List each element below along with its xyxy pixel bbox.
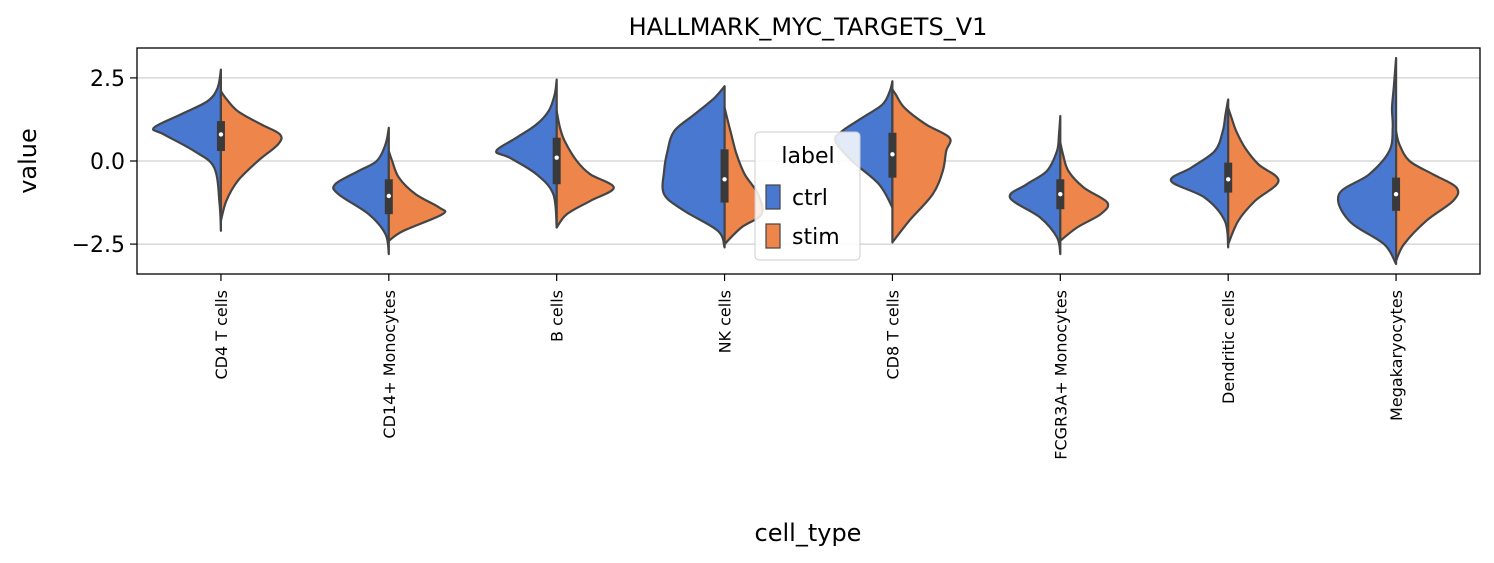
y-tick-label: 0.0 bbox=[90, 150, 125, 175]
x-tick-label: FCGR3A+ Monocytes bbox=[1051, 290, 1070, 460]
violin-group bbox=[1008, 115, 1110, 256]
x-axis: CD4 T cells CD14+ Monocytes B cells NK cell… bbox=[212, 274, 1406, 460]
violin-half-stim bbox=[219, 90, 283, 222]
violin-half-stim bbox=[387, 149, 447, 242]
legend-title: label bbox=[781, 144, 834, 169]
violin-median bbox=[218, 132, 224, 137]
x-tick-label: NK cells bbox=[716, 290, 735, 353]
violin-half-ctrl bbox=[833, 80, 894, 209]
legend-box bbox=[754, 131, 861, 261]
violin-half-ctrl bbox=[1336, 56, 1398, 266]
violin-group bbox=[495, 78, 615, 229]
violin-half-ctrl bbox=[495, 78, 558, 229]
violin-half-ctrl bbox=[1169, 98, 1230, 249]
violin-group bbox=[152, 68, 283, 232]
violin-median bbox=[1225, 177, 1231, 182]
x-tick-label: CD14+ Monocytes bbox=[380, 290, 399, 439]
y-axis: −2.5 0.0 2.5 bbox=[72, 67, 137, 258]
violin-half-ctrl bbox=[152, 68, 222, 232]
legend-label-stim: stim bbox=[792, 225, 840, 250]
y-tick-label: −2.5 bbox=[72, 233, 125, 258]
violin-group bbox=[661, 85, 764, 249]
x-tick-label: Dendritic cells bbox=[1219, 290, 1238, 404]
x-tick-label: B cells bbox=[548, 290, 567, 342]
violin-group bbox=[833, 80, 952, 244]
violins bbox=[152, 56, 1460, 266]
legend: label ctrl stim bbox=[754, 131, 861, 261]
violin-half-stim bbox=[1395, 130, 1460, 262]
violin-half-stim bbox=[723, 106, 764, 246]
violin-box bbox=[720, 149, 729, 203]
x-tick-label: CD8 T cells bbox=[883, 290, 902, 379]
violin-half-ctrl bbox=[1008, 115, 1062, 256]
violin-half-ctrl bbox=[661, 85, 726, 249]
violin-box bbox=[552, 137, 561, 185]
x-axis-title: cell_type bbox=[755, 519, 862, 547]
violin-group bbox=[1169, 98, 1280, 249]
violin-median bbox=[722, 177, 727, 182]
violin-half-ctrl bbox=[332, 126, 390, 256]
violin-half-stim bbox=[1227, 106, 1280, 246]
legend-label-ctrl: ctrl bbox=[792, 186, 828, 211]
violin-group bbox=[1336, 56, 1460, 266]
violin-half-stim bbox=[891, 88, 952, 244]
legend-swatch-stim bbox=[765, 223, 781, 249]
violin-half-stim bbox=[1059, 141, 1110, 242]
violin-median bbox=[1058, 192, 1063, 197]
violin-median bbox=[554, 155, 559, 160]
violin-group bbox=[332, 126, 447, 256]
chart-title: HALLMARK_MYC_TARGETS_V1 bbox=[629, 13, 988, 41]
violin-median bbox=[386, 193, 392, 199]
violin-median bbox=[1393, 192, 1399, 197]
violin-half-stim bbox=[555, 110, 615, 229]
y-tick-label: 2.5 bbox=[90, 67, 125, 92]
x-tick-label: CD4 T cells bbox=[212, 290, 231, 379]
legend-swatch-ctrl bbox=[765, 184, 781, 210]
x-tick-label: Megakaryocytes bbox=[1387, 290, 1406, 421]
violin-median bbox=[890, 152, 895, 157]
y-axis-title: value bbox=[14, 128, 42, 194]
